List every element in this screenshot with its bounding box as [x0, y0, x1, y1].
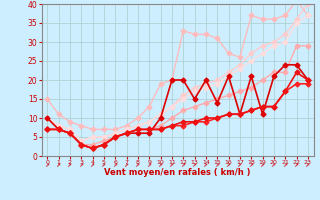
- Text: →: →: [180, 161, 187, 168]
- Text: →: →: [134, 161, 141, 168]
- X-axis label: Vent moyen/en rafales ( km/h ): Vent moyen/en rafales ( km/h ): [104, 168, 251, 177]
- Text: →: →: [225, 161, 232, 168]
- Text: →: →: [282, 161, 289, 168]
- Text: →: →: [203, 161, 209, 168]
- Text: →: →: [78, 161, 85, 168]
- Text: →: →: [123, 161, 130, 168]
- Text: →: →: [191, 161, 198, 168]
- Text: →: →: [146, 161, 153, 168]
- Text: →: →: [214, 161, 221, 168]
- Text: →: →: [169, 161, 175, 168]
- Text: →: →: [236, 161, 243, 168]
- Text: →: →: [293, 161, 300, 168]
- Text: →: →: [67, 161, 73, 168]
- Text: →: →: [270, 161, 277, 168]
- Text: →: →: [100, 161, 107, 168]
- Text: →: →: [259, 161, 266, 168]
- Text: →: →: [89, 161, 96, 168]
- Text: →: →: [248, 161, 255, 168]
- Text: →: →: [157, 161, 164, 168]
- Text: →: →: [305, 161, 311, 168]
- Text: →: →: [44, 161, 51, 168]
- Text: →: →: [55, 161, 62, 168]
- Text: →: →: [112, 161, 119, 168]
